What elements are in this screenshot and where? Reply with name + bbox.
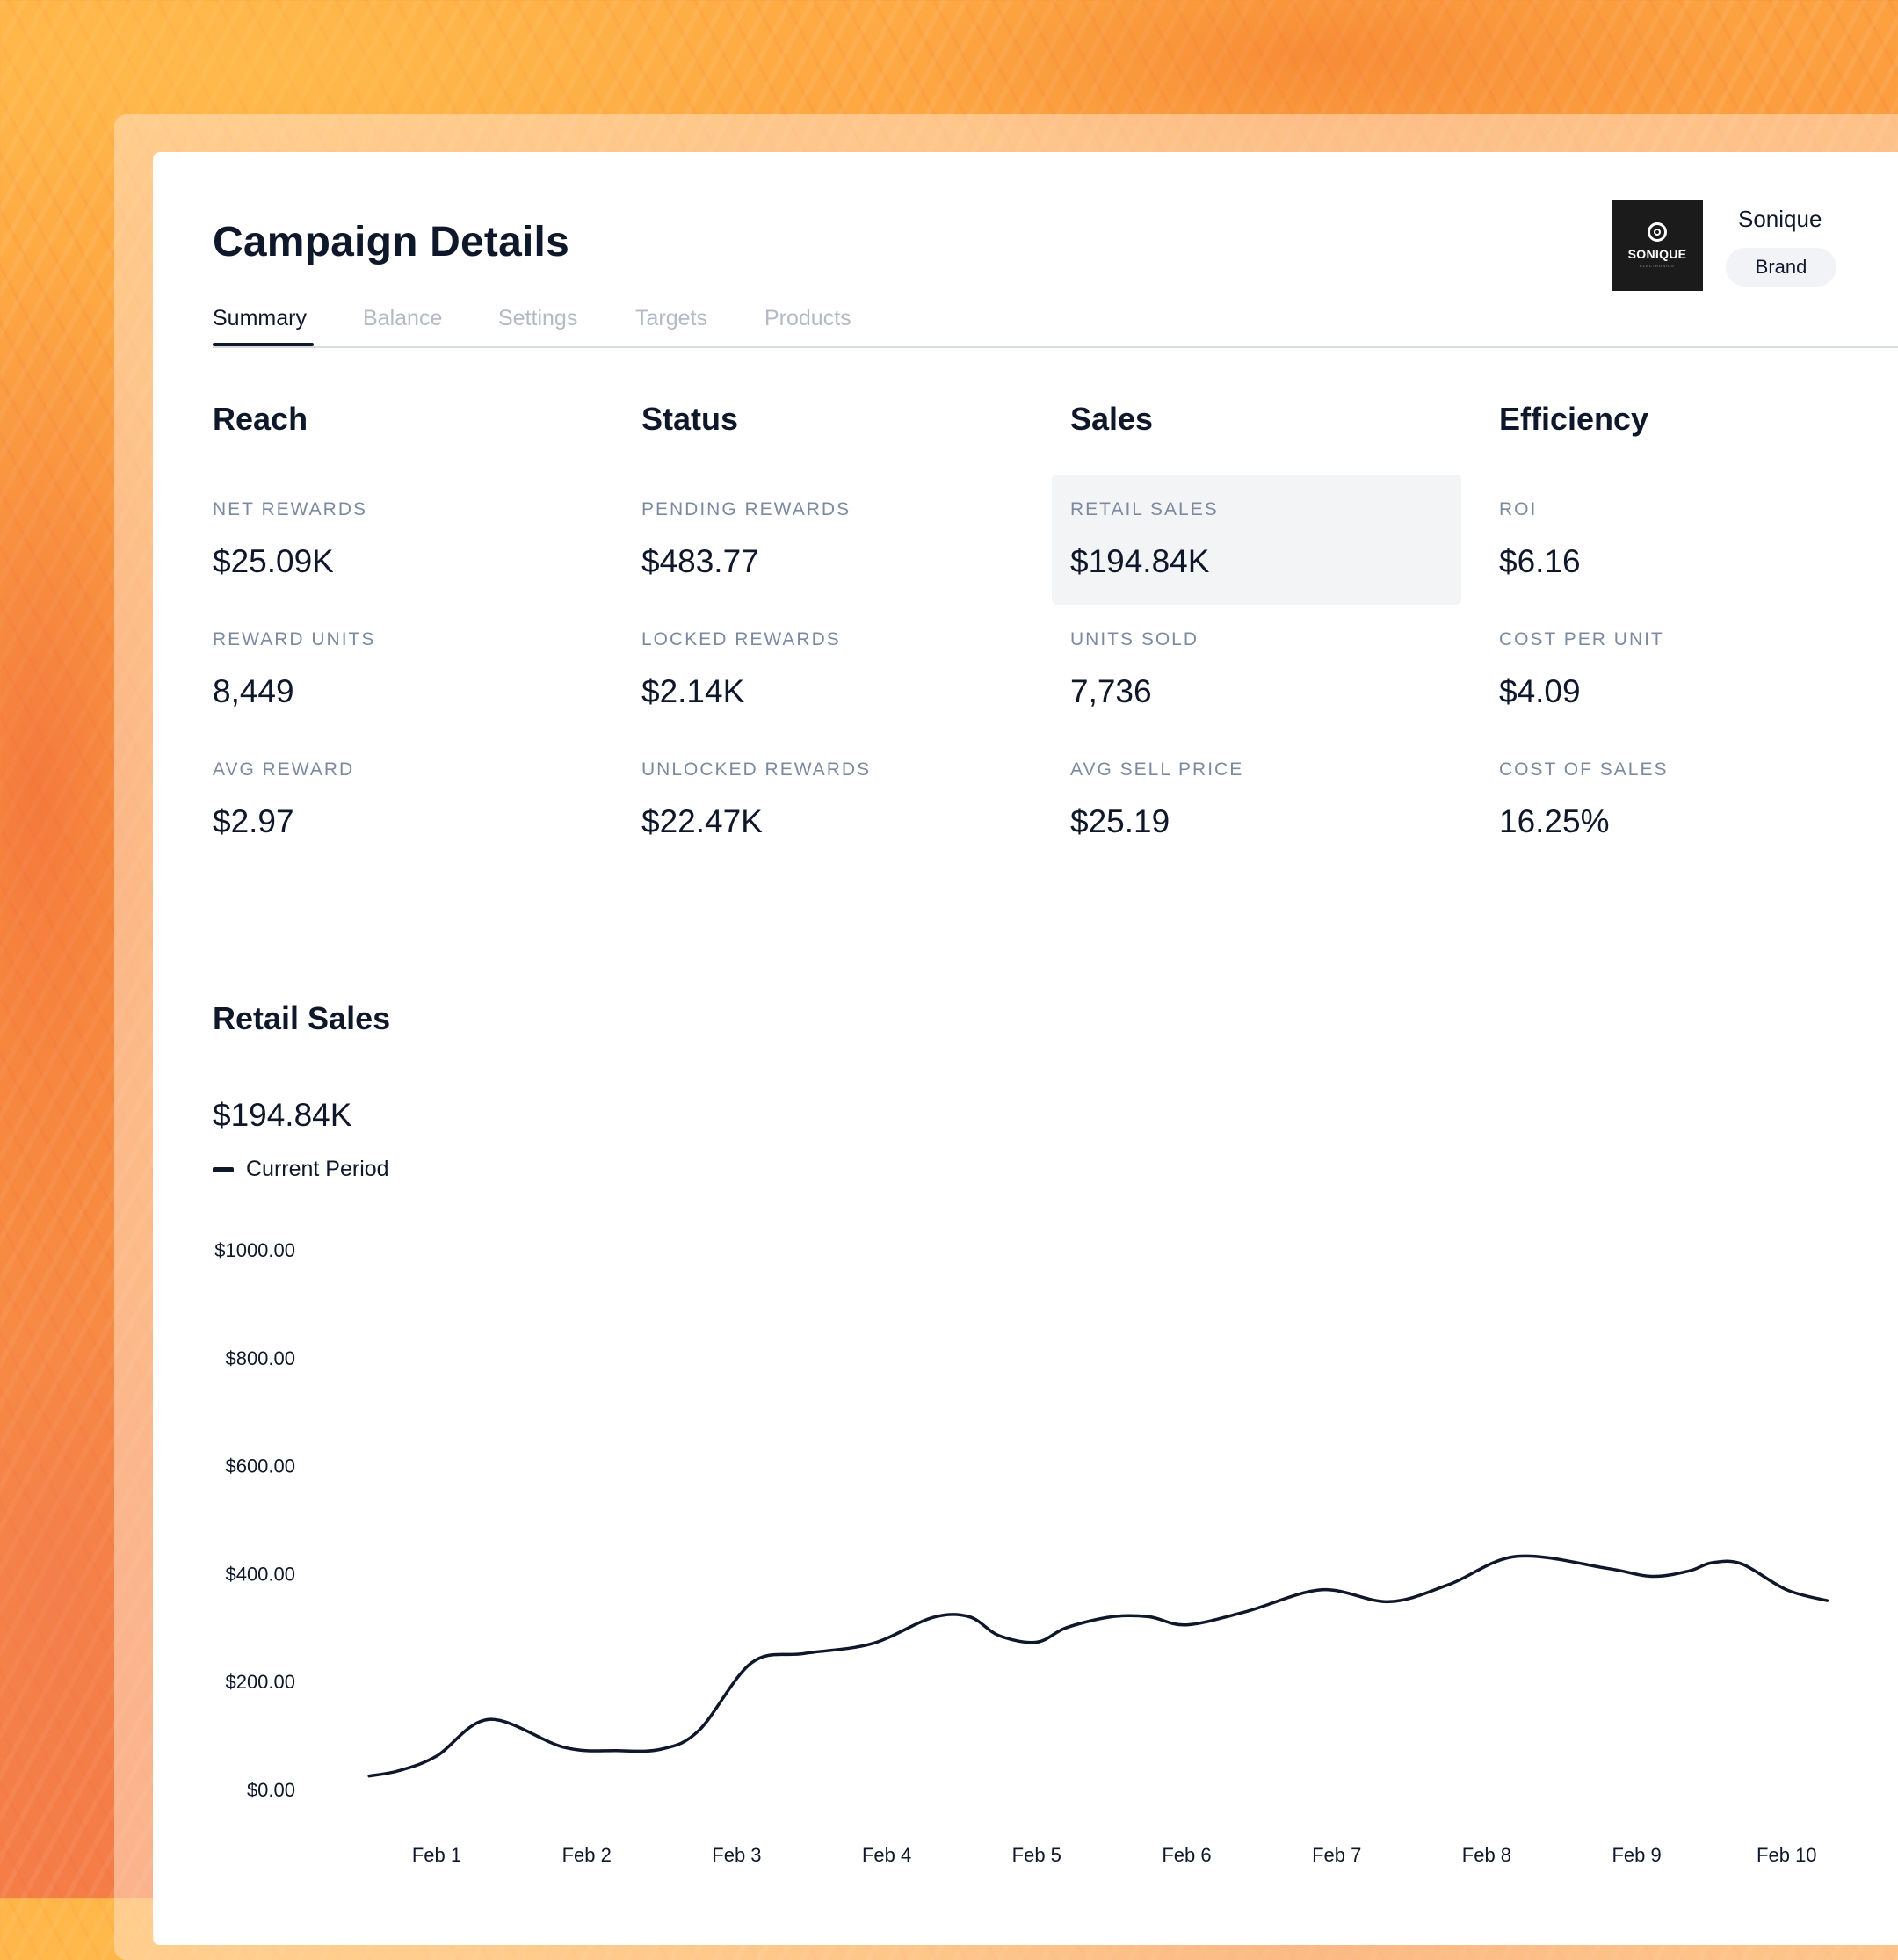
- metric-value: $4.09: [1499, 673, 1581, 709]
- y-tick-label: $800.00: [225, 1347, 295, 1369]
- metric-label: NET REWARDS: [213, 499, 368, 519]
- sales-heading: Sales: [1070, 401, 1154, 437]
- metric-value: $483.77: [641, 543, 759, 579]
- x-tick-label: Feb 10: [1757, 1844, 1817, 1866]
- tab-products[interactable]: Products: [764, 306, 851, 330]
- metric-label: AVG REWARD: [213, 759, 355, 780]
- metric-label: REWARD UNITS: [213, 629, 376, 650]
- legend-label: Current Period: [246, 1157, 389, 1181]
- metric-label: LOCKED REWARDS: [641, 629, 841, 650]
- status-heading: Status: [641, 401, 739, 437]
- y-tick-label: $1000.00: [214, 1239, 295, 1261]
- metric-label: AVG SELL PRICE: [1070, 759, 1244, 780]
- tab-balance[interactable]: Balance: [363, 306, 443, 330]
- tab-summary[interactable]: Summary: [213, 306, 307, 330]
- metric-label: PENDING REWARDS: [641, 499, 851, 519]
- tab-targets[interactable]: Targets: [635, 306, 707, 330]
- metric-value[interactable]: $194.84K: [1070, 543, 1210, 579]
- page-title: Campaign Details: [213, 219, 569, 265]
- brand-logo: SONIQUE ELECTRONICS: [1612, 200, 1703, 291]
- metric-value: $6.16: [1499, 543, 1581, 579]
- metric-value: $2.14K: [641, 673, 745, 709]
- active-tab-indicator: [213, 343, 314, 346]
- chart-legend: Current Period: [213, 1157, 389, 1182]
- metric-value: $2.97: [213, 803, 294, 839]
- x-tick-label: Feb 7: [1312, 1844, 1361, 1866]
- y-tick-label: $200.00: [225, 1671, 295, 1693]
- metric-value: 8,449: [213, 673, 294, 709]
- brand-badge: Brand: [1726, 248, 1836, 287]
- metric-label: UNLOCKED REWARDS: [641, 759, 872, 780]
- metric-label: ROI: [1499, 499, 1538, 519]
- metric-value: 16.25%: [1499, 803, 1610, 839]
- x-tick-label: Feb 4: [862, 1844, 911, 1866]
- metric-highlight: [1052, 475, 1461, 605]
- metric-value: $25.19: [1070, 803, 1170, 839]
- sonique-logo-icon: [1648, 222, 1667, 242]
- y-tick-label: $600.00: [225, 1455, 295, 1477]
- logo-text: SONIQUE: [1627, 247, 1687, 261]
- series-line-current-period: [367, 1554, 1829, 1778]
- metric-value: $25.09K: [213, 543, 334, 579]
- legend-swatch: [213, 1166, 234, 1172]
- metric-value: 7,736: [1070, 673, 1152, 709]
- chart-title: Retail Sales: [213, 1000, 391, 1036]
- x-tick-label: Feb 1: [412, 1844, 461, 1866]
- tab-settings[interactable]: Settings: [498, 306, 578, 330]
- y-tick-label: $0.00: [247, 1779, 295, 1801]
- reach-heading: Reach: [213, 401, 308, 437]
- efficiency-heading: Efficiency: [1499, 401, 1649, 437]
- y-tick-label: $400.00: [225, 1563, 295, 1585]
- x-tick-label: Feb 9: [1612, 1844, 1661, 1866]
- x-tick-label: Feb 3: [712, 1844, 761, 1866]
- campaign-card: [153, 152, 1898, 1945]
- brand-name: Sonique: [1738, 206, 1822, 232]
- tab-bar: Summary Balance Settings Targets Product…: [213, 301, 1898, 348]
- metric-label: UNITS SOLD: [1070, 629, 1199, 650]
- x-tick-label: Feb 2: [562, 1844, 612, 1866]
- retail-sales-chart: $1000.00 $800.00 $600.00 $400.00 $200.00 $0.0…: [214, 1239, 1829, 1866]
- metric-label: COST OF SALES: [1499, 759, 1669, 780]
- x-tick-label: Feb 5: [1012, 1844, 1061, 1866]
- metric-label: COST PER UNIT: [1499, 629, 1664, 650]
- logo-subtext: ELECTRONICS: [1640, 264, 1675, 268]
- metric-value: $22.47K: [641, 803, 763, 839]
- chart-total: $194.84K: [213, 1097, 352, 1133]
- metric-label[interactable]: RETAIL SALES: [1070, 499, 1219, 519]
- x-tick-label: Feb 6: [1162, 1844, 1211, 1866]
- x-tick-label: Feb 8: [1462, 1844, 1511, 1866]
